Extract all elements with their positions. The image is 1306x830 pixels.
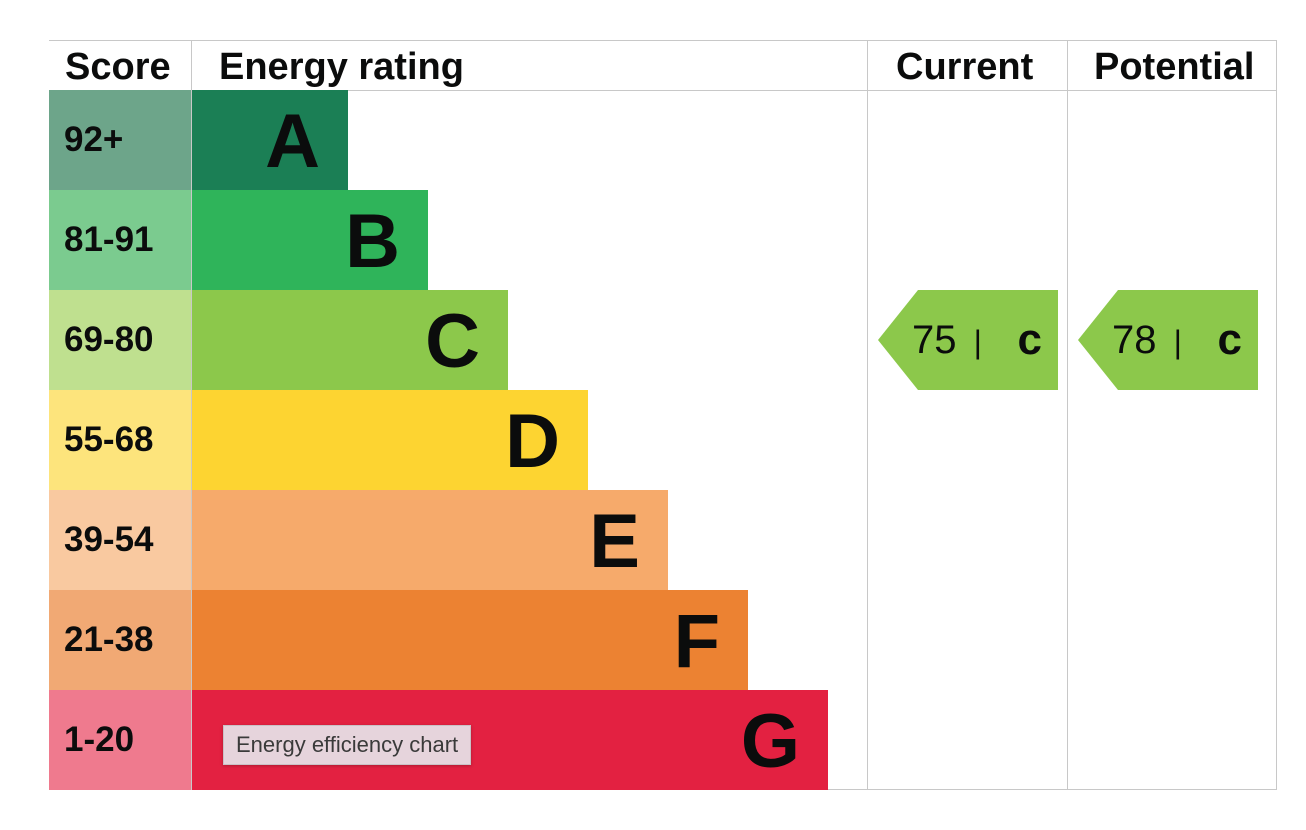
potential-arrow-shape	[1078, 290, 1258, 390]
current-separator: |	[973, 324, 982, 360]
energy-rating-header: Energy rating	[219, 46, 464, 88]
score-column-divider	[191, 40, 192, 790]
rating-letter-c: C	[425, 299, 480, 384]
current-rating-letter: c	[1017, 315, 1042, 364]
rating-column-divider	[867, 40, 868, 790]
potential-separator: |	[1173, 324, 1182, 360]
rating-band-c: C	[192, 290, 508, 390]
score-range-a: 92+	[49, 90, 191, 190]
rating-letter-f: F	[673, 599, 720, 684]
rating-band-e: E	[192, 490, 668, 590]
chart-tooltip: Energy efficiency chart	[223, 725, 472, 765]
potential-rating-arrow: 78 | c	[1078, 290, 1258, 390]
score-header: Score	[65, 46, 171, 88]
rating-band-f: F	[192, 590, 748, 690]
rating-letter-e: E	[589, 499, 640, 584]
current-header: Current	[896, 46, 1034, 88]
current-column-divider	[1067, 40, 1068, 790]
score-range-f: 21-38	[49, 590, 191, 690]
potential-score-value: 78	[1112, 318, 1157, 362]
current-score-value: 75	[912, 318, 957, 362]
rating-band-d: D	[192, 390, 588, 490]
rating-letter-g: G	[740, 699, 800, 784]
table-top-border	[49, 40, 1277, 41]
current-arrow-shape	[878, 290, 1058, 390]
rating-letter-a: A	[265, 99, 320, 184]
rating-letter-b: B	[345, 199, 400, 284]
potential-header: Potential	[1094, 46, 1255, 88]
header-divider	[49, 90, 1277, 91]
current-rating-arrow: 75 | c	[878, 290, 1058, 390]
potential-rating-letter: c	[1217, 315, 1242, 364]
score-range-b: 81-91	[49, 190, 191, 290]
rating-letter-d: D	[505, 399, 560, 484]
table-right-border	[1276, 40, 1277, 790]
score-range-d: 55-68	[49, 390, 191, 490]
energy-rating-table: Score Energy rating Current Potential 92…	[49, 40, 1277, 790]
score-range-c: 69-80	[49, 290, 191, 390]
score-range-e: 39-54	[49, 490, 191, 590]
rating-band-a: A	[192, 90, 348, 190]
score-range-g: 1-20	[49, 690, 191, 790]
rating-band-b: B	[192, 190, 428, 290]
